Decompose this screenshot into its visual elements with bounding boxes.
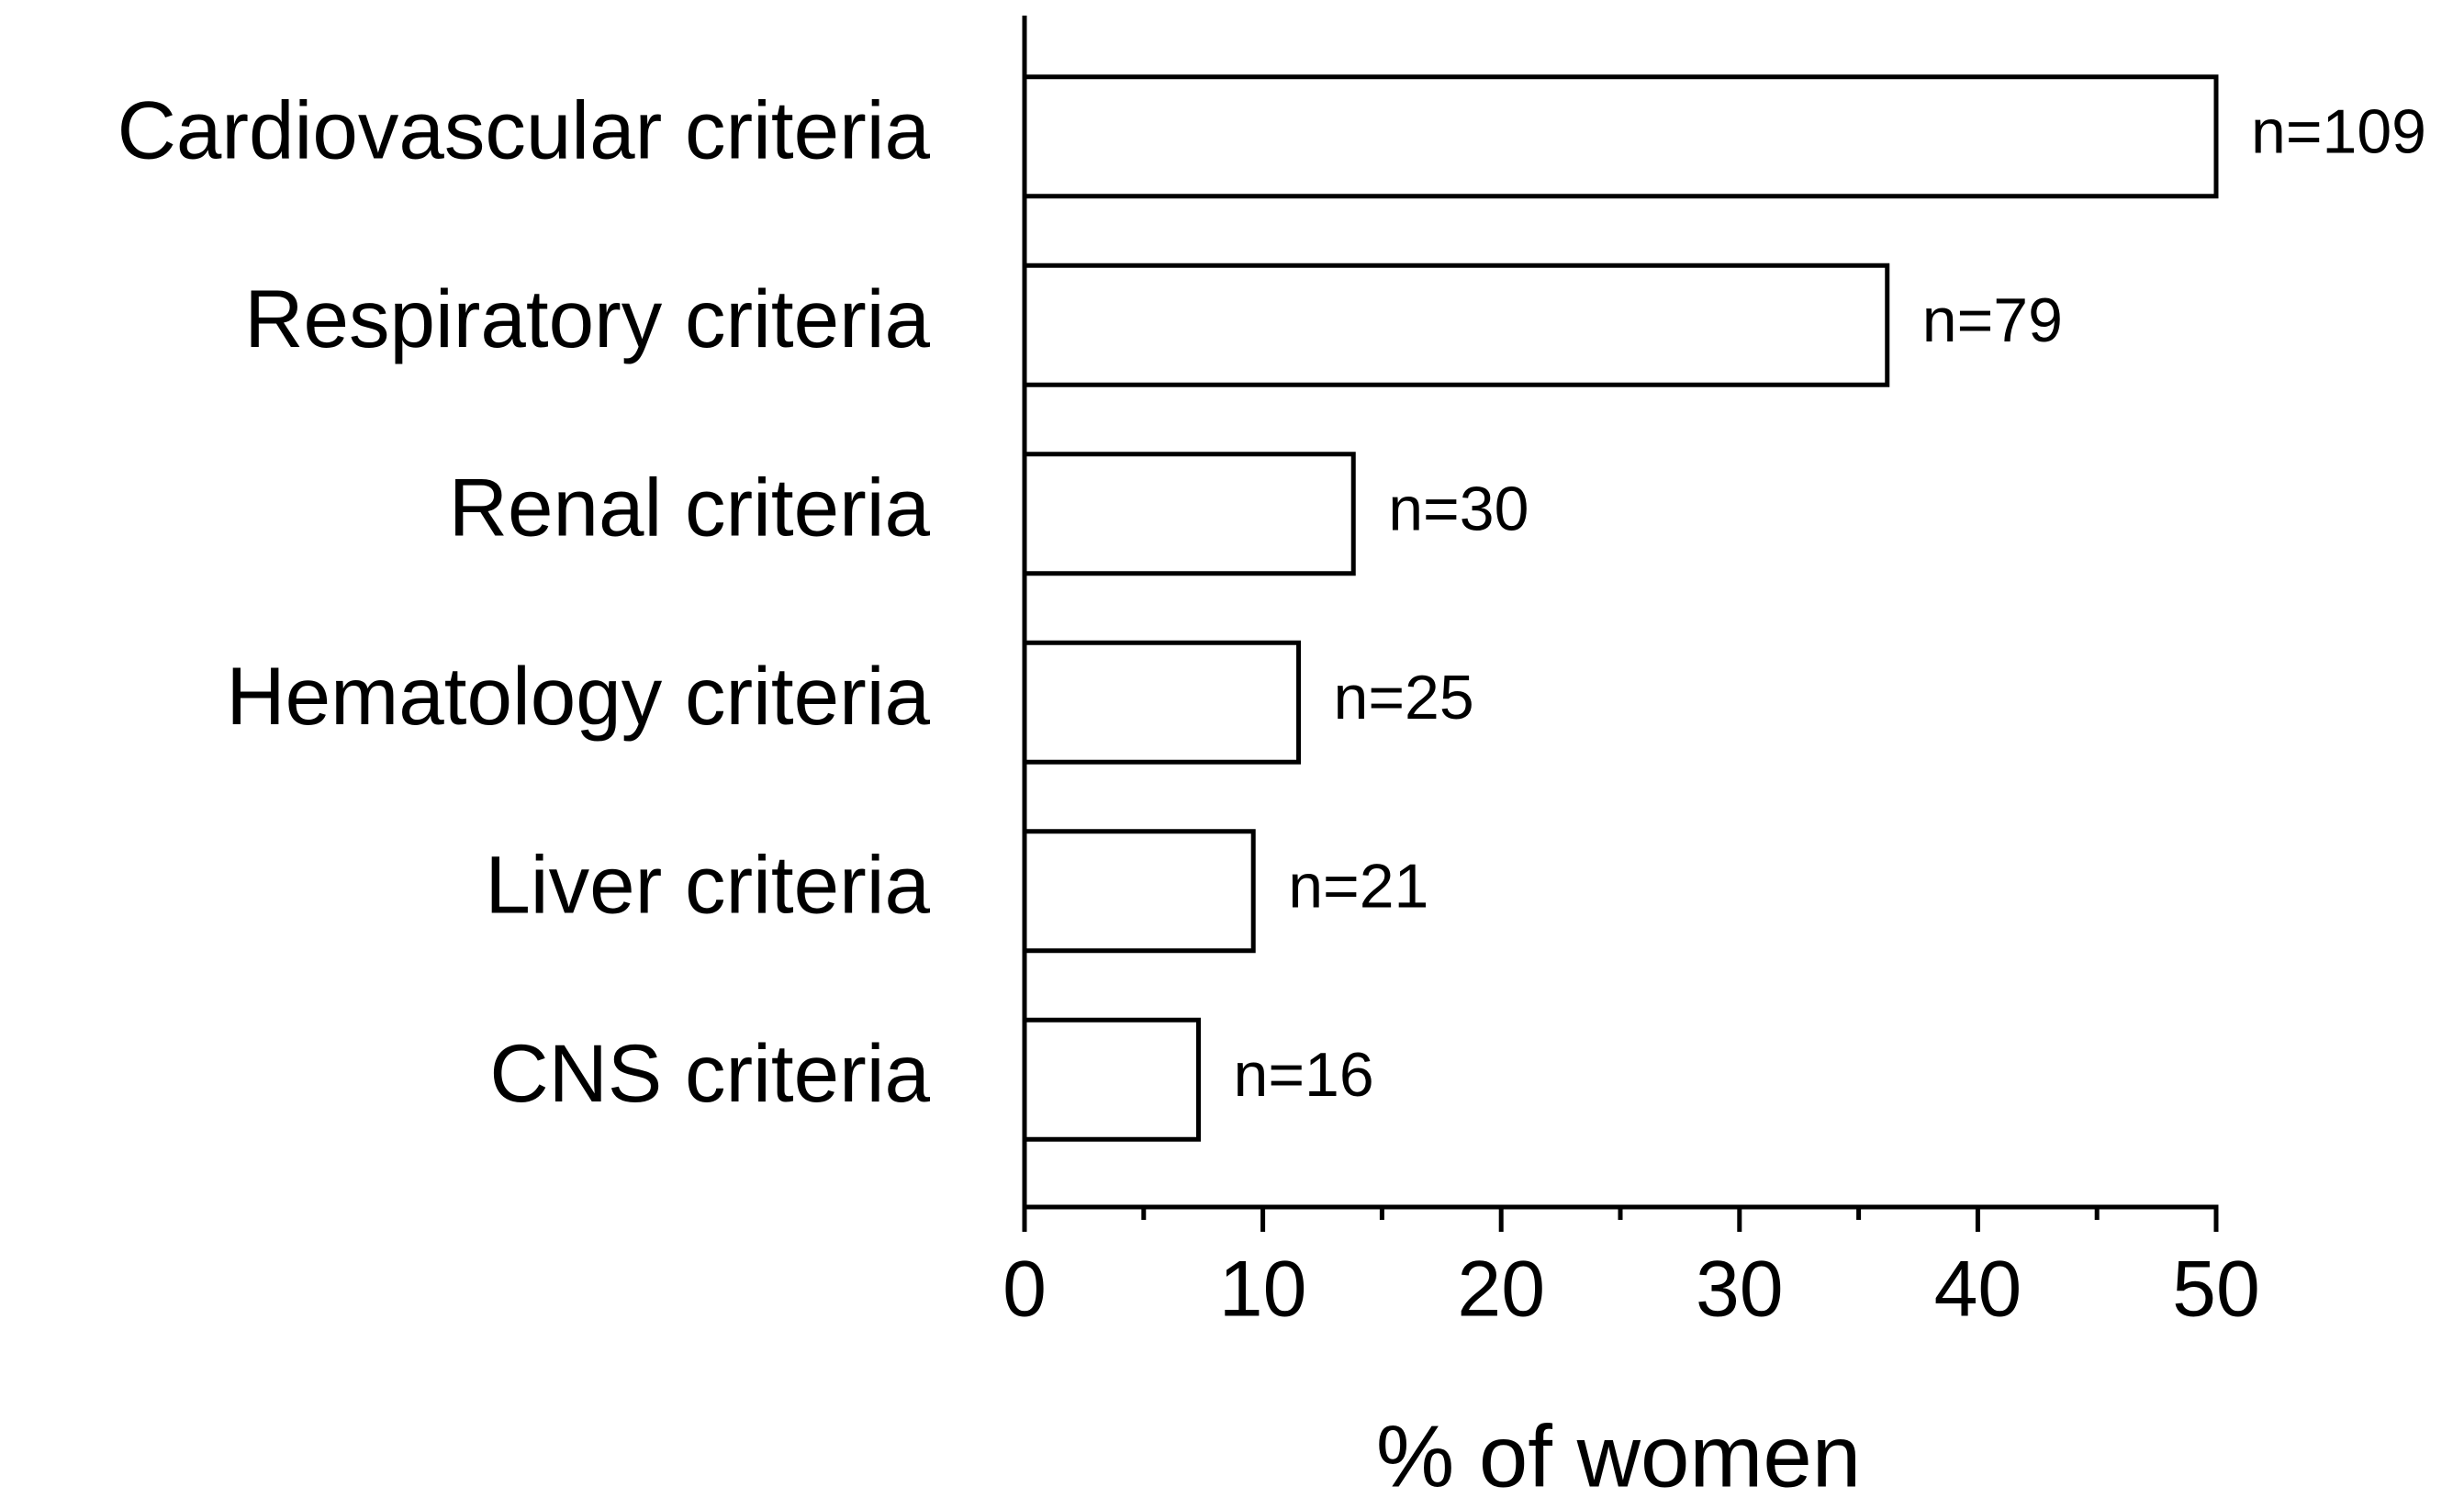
y-tick-label: Hematology criteria [226,650,930,742]
bar-label: n=30 [1388,475,1529,544]
bar-label: n=16 [1234,1040,1374,1110]
bar-label: n=21 [1288,852,1428,922]
bar [1022,452,1356,576]
bar-label: n=25 [1334,663,1474,732]
bar [1022,1017,1202,1142]
y-tick-label: Renal criteria [449,461,931,553]
y-tick-label: CNS criteria [489,1027,930,1119]
y-tick-label: Respiratory criteria [244,273,930,364]
x-tick-label: 20 [1457,1246,1545,1334]
bar-label: n=109 [2251,97,2426,167]
y-tick-label: Liver criteria [485,838,930,930]
x-tick-label: 0 [1002,1246,1047,1334]
x-axis-title: % of women [1376,1407,1861,1505]
x-tick-label: 40 [1934,1246,2022,1334]
bar [1022,640,1302,765]
x-tick-label: 50 [2172,1246,2260,1334]
bar [1022,829,1256,954]
bar-label: n=79 [1922,285,2063,355]
x-tick-label: 30 [1696,1246,1784,1334]
y-tick-label: Cardiovascular criteria [118,84,931,175]
bar [1022,74,2219,199]
x-tick-label: 10 [1219,1246,1307,1334]
bar [1022,263,1890,387]
